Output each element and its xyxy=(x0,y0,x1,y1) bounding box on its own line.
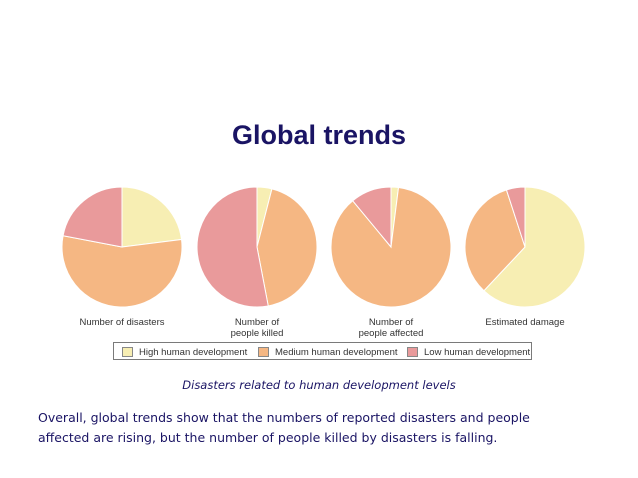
pie-2-slice-low xyxy=(196,186,269,308)
pie-3-label: Number of people affected xyxy=(358,317,424,339)
figure-caption: Disasters related to human development l… xyxy=(182,378,456,392)
pie-4-label: Estimated damage xyxy=(485,317,565,328)
pie-4-slice-medium xyxy=(464,189,526,292)
pie-1-label: Number of disasters xyxy=(79,317,165,328)
pie-2-slice-medium xyxy=(256,188,318,307)
legend-label-low: Low human development xyxy=(424,346,531,358)
pie-3-slice-low xyxy=(352,186,392,249)
pie-4-slice-high xyxy=(483,186,586,308)
legend-item-low: Low human development xyxy=(407,346,530,358)
slide-title: Global trends xyxy=(231,120,407,150)
pie-4-slice-low xyxy=(505,186,526,248)
pie-2-label: Number of people killed xyxy=(230,317,284,339)
legend-item-high: High human development xyxy=(122,346,247,358)
pie-1-slice-low xyxy=(62,186,123,248)
pie-1-slice-high xyxy=(121,186,183,248)
legend-swatch-low xyxy=(407,347,418,357)
pie-1-slice-medium xyxy=(61,235,183,308)
legend-swatch-high xyxy=(122,347,133,357)
legend-label-medium: Medium human development xyxy=(275,346,398,358)
legend: High human development Medium human deve… xyxy=(113,342,532,360)
legend-swatch-medium xyxy=(258,347,269,357)
summary-line-1: Overall, global trends show that the num… xyxy=(38,410,530,425)
summary-text: Overall, global trends show that the num… xyxy=(38,408,618,448)
pie-charts xyxy=(61,186,586,308)
legend-label-high: High human development xyxy=(139,346,248,358)
legend-item-medium: Medium human development xyxy=(258,346,398,358)
summary-line-2: affected are rising, but the number of p… xyxy=(38,430,498,445)
